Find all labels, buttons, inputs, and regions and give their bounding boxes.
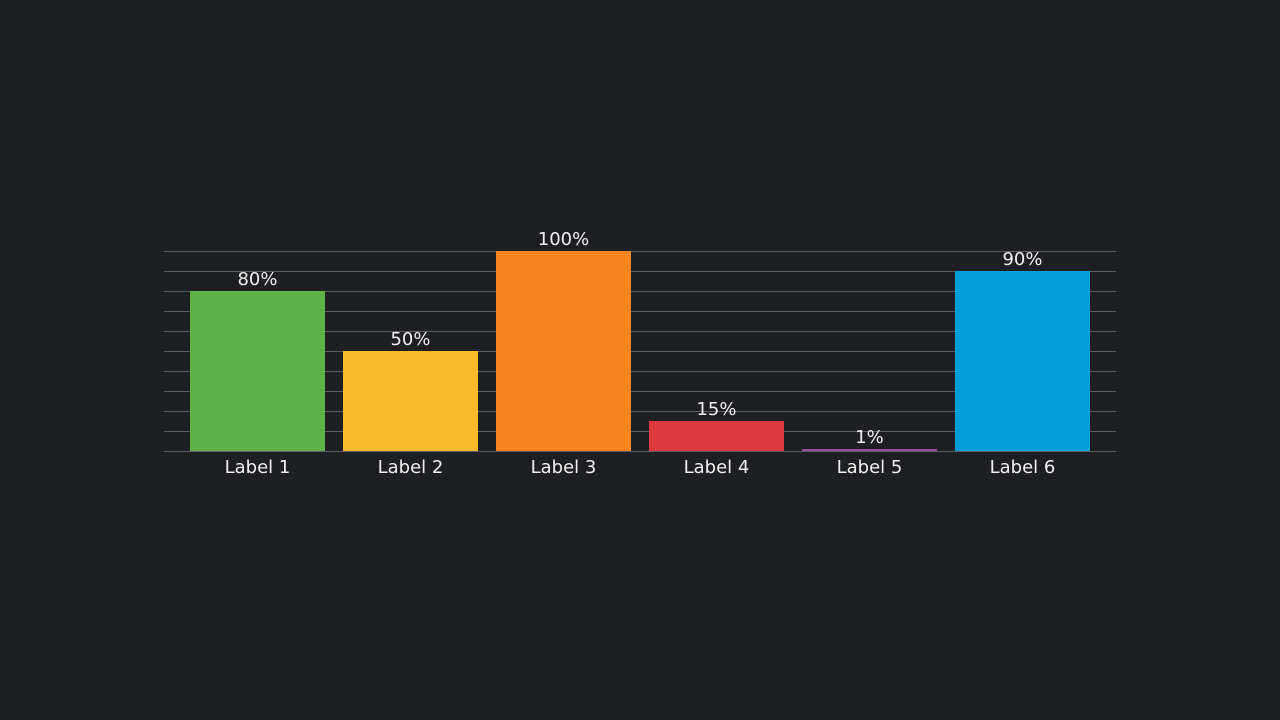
value-label-6: 90% — [1002, 249, 1042, 270]
value-labels: 80% 50% 100% 15% 1% 90% — [237, 229, 1042, 448]
bar-3 — [496, 251, 631, 451]
value-label-3: 100% — [538, 229, 589, 250]
bars — [190, 251, 1090, 451]
category-label-1: Label 1 — [225, 457, 291, 478]
bar-2 — [343, 351, 478, 451]
category-label-6: Label 6 — [990, 457, 1056, 478]
category-label-5: Label 5 — [837, 457, 903, 478]
bar-6 — [955, 271, 1090, 451]
category-label-3: Label 3 — [531, 457, 597, 478]
bar-4 — [649, 421, 784, 451]
bar-5 — [802, 449, 937, 451]
value-label-2: 50% — [390, 329, 430, 350]
value-label-5: 1% — [855, 427, 884, 448]
value-label-4: 15% — [696, 399, 736, 420]
bar-1 — [190, 291, 325, 451]
category-label-2: Label 2 — [378, 457, 444, 478]
value-label-1: 80% — [237, 269, 277, 290]
category-label-4: Label 4 — [684, 457, 750, 478]
category-labels: Label 1 Label 2 Label 3 Label 4 Label 5 Label… — [225, 457, 1056, 478]
